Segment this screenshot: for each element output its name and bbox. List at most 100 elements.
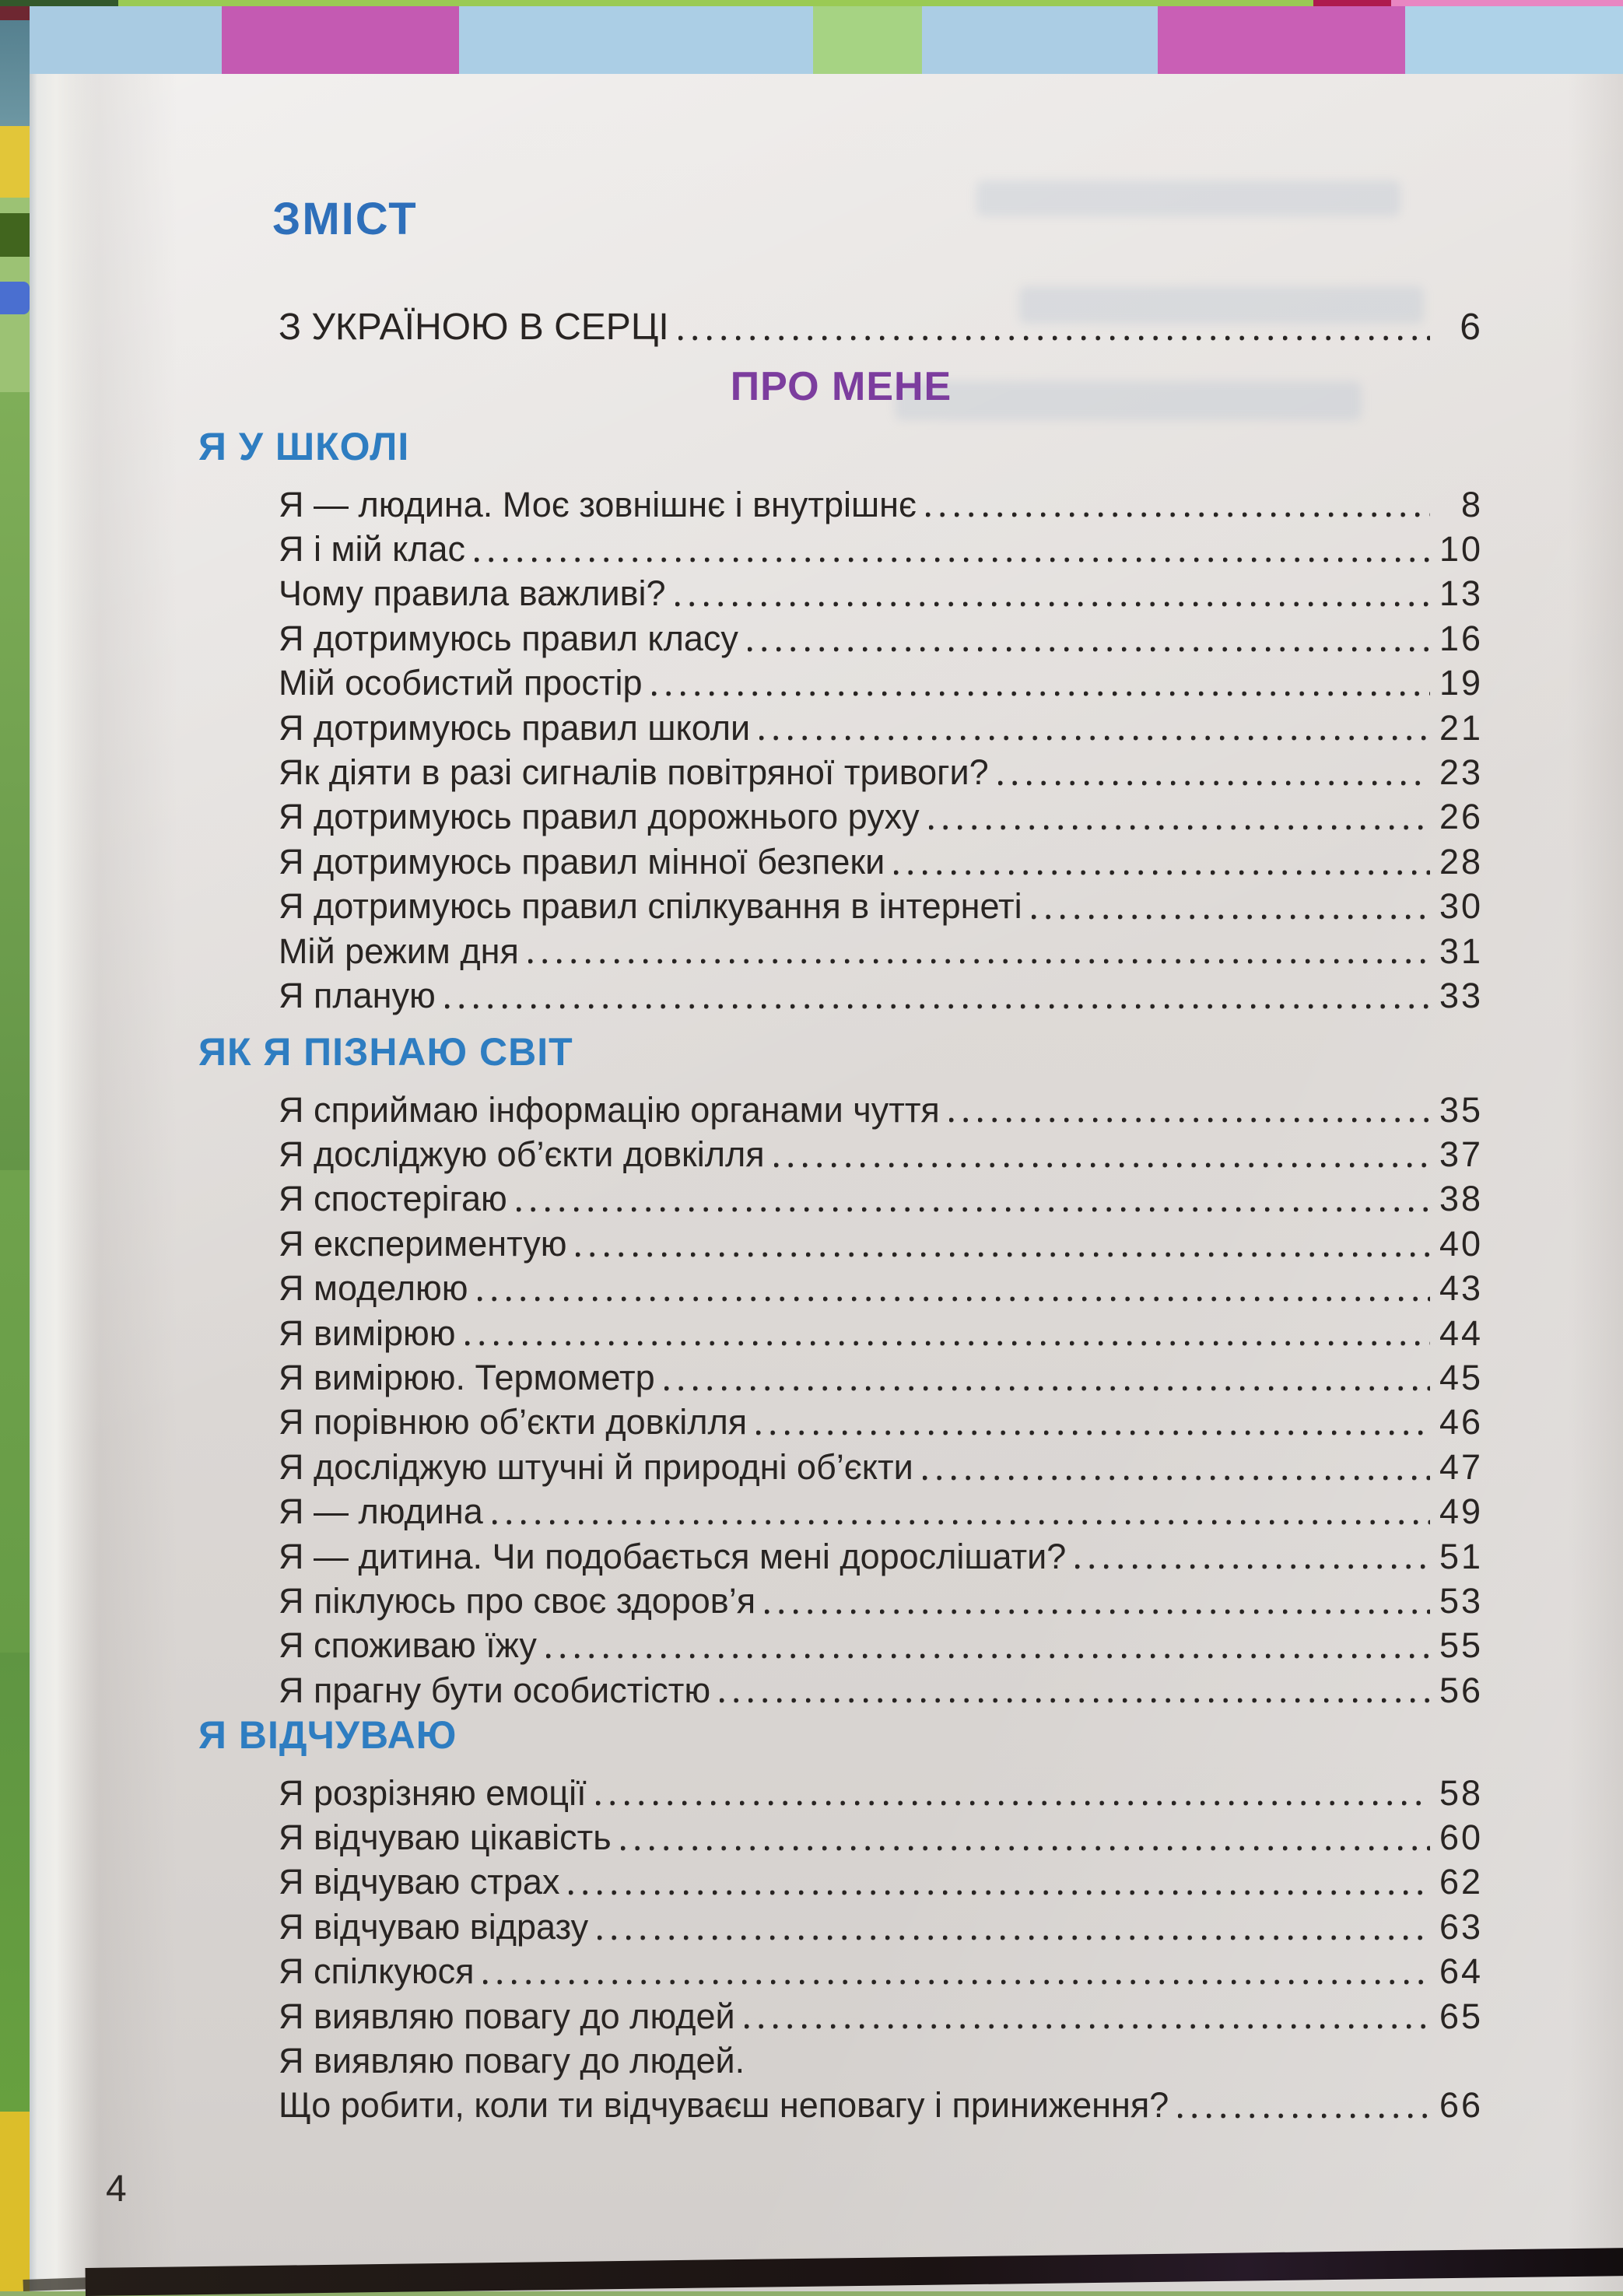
dot-leader bbox=[1075, 1563, 1430, 1571]
toc-entry: Я дотримуюсь правил мінної безпеки 28 bbox=[279, 840, 1483, 884]
toc-entry: Я сприймаю інформацію органами чуття 35 bbox=[279, 1088, 1483, 1132]
page-number: 4 bbox=[106, 2168, 127, 2210]
entry-page-number: 65 bbox=[1439, 1996, 1483, 2036]
toc-entry: Я моделюю 43 bbox=[279, 1267, 1483, 1311]
dot-leader bbox=[464, 1340, 1430, 1348]
toc-entry: Я виявляю повагу до людей 65 bbox=[279, 1994, 1483, 2038]
dot-leader bbox=[997, 779, 1430, 787]
entry-page-number: 19 bbox=[1439, 663, 1483, 703]
entry-label: Я і мій клас bbox=[279, 529, 466, 570]
toc-entry: Я вимірюю. Термометр 45 bbox=[279, 1355, 1483, 1400]
toc-entry: Я розрізняю емоції 58 bbox=[279, 1771, 1483, 1815]
entry-label: Я вимірюю. Термометр bbox=[279, 1358, 655, 1398]
dot-leader bbox=[483, 1978, 1430, 1986]
entry-page-number: 60 bbox=[1439, 1818, 1483, 1858]
block-magenta bbox=[1158, 6, 1405, 75]
dot-leader bbox=[664, 1384, 1430, 1392]
entry-label: Я дотримуюсь правил школи bbox=[279, 707, 751, 748]
toc-entry: Я і мій клас 10 bbox=[279, 527, 1483, 571]
section-entries: Я розрізняю емоції 58 Я відчуваю цікавість… bbox=[279, 1771, 1483, 2128]
entry-page-number: 31 bbox=[1439, 931, 1483, 971]
dot-leader bbox=[765, 1607, 1430, 1615]
dot-leader bbox=[576, 1250, 1430, 1258]
dot-leader bbox=[595, 1800, 1430, 1807]
section-entries: Я — людина. Моє зовнішнє і внутрішнє 8 Я і… bbox=[279, 482, 1483, 1018]
dot-leader bbox=[620, 1844, 1430, 1852]
dot-leader bbox=[1178, 2112, 1430, 2120]
toc-entry: Я — дитина. Чи подобається мені доросліш… bbox=[279, 1534, 1483, 1579]
bleed-through-text bbox=[1019, 286, 1424, 324]
entry-page-number: 47 bbox=[1439, 1446, 1483, 1487]
page-title: ЗМІСТ bbox=[272, 194, 418, 244]
entry-label: Я споживаю їжу bbox=[279, 1625, 537, 1666]
toc-entry: Я піклуюсь про своє здоров’я 53 bbox=[279, 1579, 1483, 1623]
bleed-through-text bbox=[895, 381, 1362, 420]
entry-page-number: 13 bbox=[1439, 573, 1483, 614]
entry-page-number: 30 bbox=[1439, 886, 1483, 927]
toc-entry: Чому правила важливі? 13 bbox=[279, 572, 1483, 616]
block-light-blue bbox=[30, 6, 222, 75]
edge-segment-yellow bbox=[0, 2112, 30, 2291]
entry-label: Я відчуваю страх bbox=[279, 1862, 560, 1902]
entry-page-number: 35 bbox=[1439, 1089, 1483, 1130]
entry-label: Я прагну бути особистістю bbox=[279, 1670, 711, 1710]
dot-leader bbox=[894, 868, 1430, 876]
toc-entry: Я досліджую об’єкти довкілля 37 bbox=[279, 1132, 1483, 1176]
dot-leader bbox=[528, 958, 1430, 966]
entry-label: Я дотримуюсь правил спілкування в інтерн… bbox=[279, 886, 1022, 927]
entry-page-number: 37 bbox=[1439, 1134, 1483, 1175]
book-cover-left-edge bbox=[0, 0, 30, 2291]
entry-page-number: 46 bbox=[1439, 1402, 1483, 1442]
dot-leader bbox=[928, 824, 1430, 832]
entry-page-number: 53 bbox=[1439, 1580, 1483, 1621]
page-edge-highlight bbox=[30, 74, 100, 2291]
dot-leader bbox=[744, 2023, 1430, 2031]
toc-entry: Я дотримуюсь правил спілкування в інтерн… bbox=[279, 885, 1483, 929]
entry-label: Я досліджую об’єкти довкілля bbox=[279, 1134, 765, 1175]
section-entries: Я сприймаю інформацію органами чуття 35 Я … bbox=[279, 1088, 1483, 1712]
entry-label: Що робити, коли ти відчуваєш неповагу і … bbox=[279, 2085, 1169, 2126]
entry-label: З УКРАЇНОЮ В СЕРЦІ bbox=[279, 306, 669, 348]
toc-entry: Я відчуваю цікавість 60 bbox=[279, 1815, 1483, 1860]
entry-label: Я піклуюсь про своє здоров’я bbox=[279, 1580, 756, 1621]
entry-label: Я виявляю повагу до людей bbox=[279, 1996, 735, 2036]
edge-segment-green bbox=[0, 1170, 30, 1653]
entry-label: Я порівнюю об’єкти довкілля bbox=[279, 1402, 748, 1442]
toc-entry: Я планую 33 bbox=[279, 973, 1483, 1018]
strip-green bbox=[118, 0, 1313, 6]
toc-entry: Я вимірюю 44 bbox=[279, 1311, 1483, 1355]
entry-label: Я досліджую штучні й природні об’єкти bbox=[279, 1446, 913, 1487]
edge-segment-green bbox=[0, 1653, 30, 2112]
entry-label: Я — людина bbox=[279, 1492, 483, 1532]
entry-page-number: 44 bbox=[1439, 1313, 1483, 1353]
part-heading: ПРО МЕНЕ bbox=[730, 364, 952, 409]
entry-page-number: 10 bbox=[1439, 529, 1483, 570]
block-magenta bbox=[222, 6, 459, 75]
dot-leader bbox=[747, 645, 1430, 653]
entry-label: Я планую bbox=[279, 975, 436, 1015]
entry-label: Я дотримуюсь правил мінної безпеки bbox=[279, 841, 885, 882]
entry-page-number: 16 bbox=[1439, 618, 1483, 658]
edge-segment-teal bbox=[0, 20, 30, 126]
toc-entry: З УКРАЇНОЮ В СЕРЦІ 6 bbox=[279, 303, 1483, 350]
entry-label: Чому правила важливі? bbox=[279, 573, 666, 614]
entry-page-number: 66 bbox=[1439, 2085, 1483, 2126]
toc-section: ЯК Я ПІЗНАЮ СВІТ Я сприймаю інформацію ор… bbox=[198, 1032, 1483, 1712]
entry-label: Я дотримуюсь правил дорожнього руху bbox=[279, 797, 920, 837]
edge-segment-yellow bbox=[0, 126, 30, 198]
toc-section: Я ВІДЧУВАЮ Я розрізняю емоції 58 Я відчуваю… bbox=[198, 1715, 1483, 2128]
section-heading: ЯК Я ПІЗНАЮ СВІТ bbox=[198, 1030, 573, 1074]
dot-leader bbox=[492, 1518, 1430, 1526]
toc-entry: Я дотримуюсь правил школи 21 bbox=[279, 706, 1483, 750]
entry-page-number: 23 bbox=[1439, 752, 1483, 793]
entry-page-number: 58 bbox=[1439, 1772, 1483, 1813]
entry-label: Я — дитина. Чи подобається мені доросліш… bbox=[279, 1536, 1067, 1576]
edge-segment-green bbox=[0, 392, 30, 1170]
dot-leader bbox=[475, 556, 1430, 563]
entry-page-number: 33 bbox=[1439, 975, 1483, 1015]
dot-leader bbox=[925, 511, 1430, 519]
dot-leader bbox=[444, 1002, 1430, 1010]
entry-label: Я розрізняю емоції bbox=[279, 1772, 587, 1813]
toc-entry: Я дотримуюсь правил класу 16 bbox=[279, 616, 1483, 661]
toc-entry: Я — людина 49 bbox=[279, 1490, 1483, 1534]
